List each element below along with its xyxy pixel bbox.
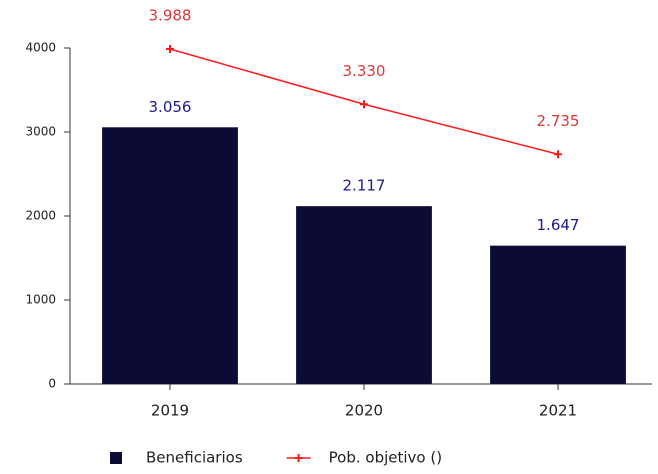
- legend-swatch-marker: [294, 454, 303, 462]
- line-marker: [166, 45, 174, 54]
- x-tick-label: 2020: [345, 402, 383, 420]
- legend-swatch: [110, 452, 122, 464]
- bar: [490, 245, 626, 384]
- bar-value-label: 3.056: [149, 98, 192, 116]
- legend-label: Pob. objetivo (): [329, 449, 442, 467]
- bar: [296, 206, 432, 384]
- y-tick-label: 0: [48, 377, 56, 391]
- line-marker: [360, 100, 368, 109]
- bar: [102, 127, 238, 385]
- y-tick-label: 2000: [25, 209, 56, 223]
- y-tick-label: 1000: [25, 293, 56, 307]
- line-value-label: 3.988: [149, 7, 192, 25]
- bar-value-label: 2.117: [343, 177, 386, 195]
- bar-value-label: 1.647: [537, 216, 580, 234]
- x-tick-label: 2021: [539, 402, 577, 420]
- y-tick-label: 4000: [25, 41, 56, 55]
- line-marker: [554, 150, 562, 159]
- y-tick-label: 3000: [25, 125, 56, 139]
- x-tick-label: 2019: [151, 402, 189, 420]
- line-value-label: 2.735: [537, 112, 580, 130]
- line-value-label: 3.330: [343, 62, 386, 80]
- legend-label: Beneficiarios: [146, 449, 243, 467]
